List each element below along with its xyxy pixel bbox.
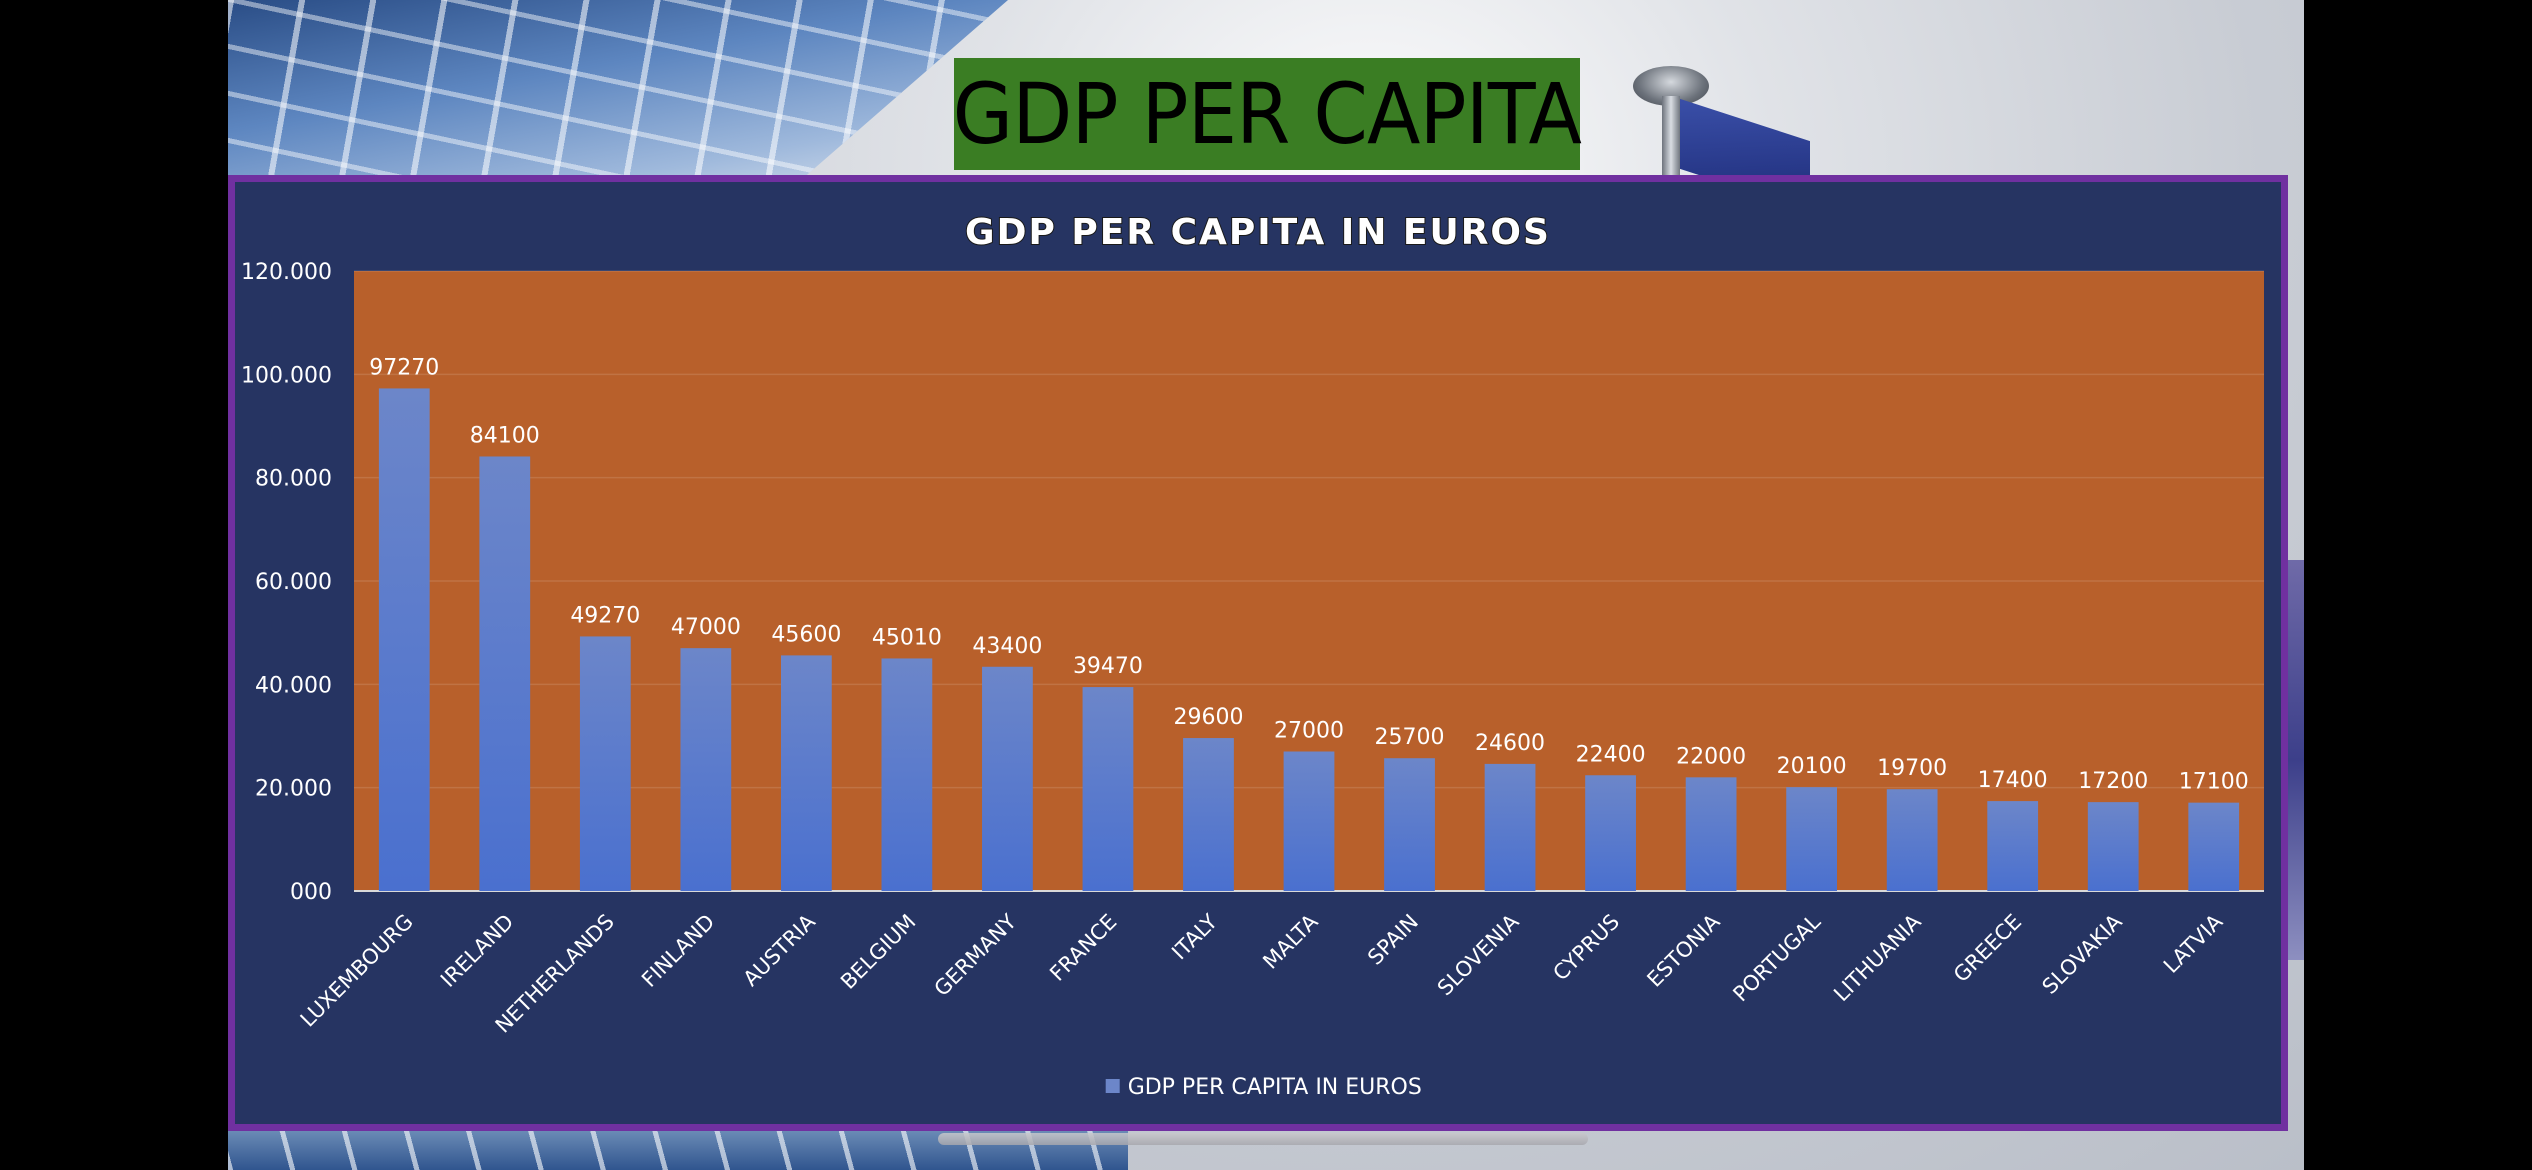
x-tick-label: IRELAND bbox=[436, 910, 518, 992]
x-tick-label: LUXEMBOURG bbox=[296, 910, 418, 1032]
bar bbox=[780, 655, 832, 891]
slide-scrollbar[interactable] bbox=[938, 1133, 1588, 1145]
x-tick-label: FINLAND bbox=[637, 910, 719, 992]
data-label: 45600 bbox=[771, 622, 841, 647]
bar bbox=[378, 388, 430, 891]
slide-title: GDP PER CAPITA bbox=[952, 65, 1582, 163]
legend-label: GDP PER CAPITA IN EUROS bbox=[1128, 1075, 1422, 1100]
data-label: 29600 bbox=[1173, 705, 1243, 730]
x-tick-label: AUSTRIA bbox=[739, 909, 821, 991]
x-tick-label: CYPRUS bbox=[1548, 910, 1624, 986]
data-label: 27000 bbox=[1274, 719, 1344, 744]
x-tick-label: GREECE bbox=[1949, 910, 2026, 987]
bar bbox=[1685, 777, 1737, 891]
data-label: 97270 bbox=[369, 355, 439, 380]
x-tick-label: LITHUANIA bbox=[1829, 909, 1926, 1006]
data-label: 17400 bbox=[1978, 768, 2048, 793]
bar bbox=[881, 658, 933, 891]
bar bbox=[2087, 802, 2139, 891]
data-label: 17200 bbox=[2078, 769, 2148, 794]
data-label: 22400 bbox=[1576, 742, 1646, 767]
data-label: 22000 bbox=[1676, 744, 1746, 769]
slide-title-box: GDP PER CAPITA bbox=[952, 58, 1582, 170]
bar bbox=[982, 666, 1033, 891]
data-label: 49270 bbox=[570, 603, 640, 628]
data-label: 84100 bbox=[470, 423, 540, 448]
y-tick-label: 000 bbox=[290, 880, 332, 905]
x-tick-label: SLOVENIA bbox=[1433, 909, 1524, 1000]
data-label: 39470 bbox=[1073, 654, 1143, 679]
x-tick-label: ITALY bbox=[1167, 909, 1222, 964]
bar bbox=[1585, 775, 1636, 891]
x-tick-label: SLOVAKIA bbox=[2038, 909, 2128, 999]
data-label: 45010 bbox=[872, 625, 942, 650]
data-label: 43400 bbox=[972, 634, 1042, 659]
data-label: 19700 bbox=[1877, 756, 1947, 781]
data-label: 17100 bbox=[2179, 770, 2249, 795]
y-tick-label: 120.000 bbox=[241, 260, 332, 285]
bar bbox=[579, 636, 631, 891]
x-tick-label: MALTA bbox=[1258, 909, 1323, 974]
y-tick-label: 20.000 bbox=[255, 777, 332, 802]
bar bbox=[1987, 801, 2039, 891]
x-tick-label: ESTONIA bbox=[1642, 909, 1725, 992]
bar bbox=[1183, 738, 1234, 891]
x-tick-label: GERMANY bbox=[930, 909, 1021, 1000]
gridlines bbox=[354, 270, 2264, 892]
y-tick-label: 60.000 bbox=[255, 570, 332, 595]
bar bbox=[1283, 751, 1335, 891]
data-label: 20100 bbox=[1777, 754, 1847, 779]
x-tick-label: BELGIUM bbox=[836, 910, 920, 994]
y-axis: 000 20.000 40.000 60.000 80.000 100.000 120.00… bbox=[241, 260, 332, 905]
building-photo-top bbox=[228, 0, 1008, 190]
bar bbox=[1484, 763, 1536, 891]
x-tick-label: LATVIA bbox=[2159, 909, 2228, 978]
x-tick-label: FRANCE bbox=[1045, 910, 1121, 986]
bar bbox=[1082, 687, 1134, 891]
bar bbox=[2188, 802, 2240, 891]
bar bbox=[1384, 758, 1435, 891]
x-tick-label: PORTUGAL bbox=[1728, 909, 1825, 1006]
data-label: 47000 bbox=[671, 615, 741, 640]
bar-chart: GDP PER CAPITA IN EUROS 97270 84100 49270 4… bbox=[241, 211, 2264, 1100]
x-tick-label: SPAIN bbox=[1363, 910, 1423, 970]
y-tick-label: 80.000 bbox=[255, 467, 332, 492]
bar bbox=[479, 456, 531, 891]
legend-swatch-icon bbox=[1105, 1079, 1120, 1093]
data-label: 24600 bbox=[1475, 731, 1545, 756]
bar bbox=[1786, 787, 1838, 891]
data-labels: 97270 84100 49270 47000 45600 45010 43400 39470… bbox=[369, 355, 2248, 794]
bar bbox=[680, 648, 732, 891]
bars bbox=[378, 388, 2240, 891]
chart-title: GDP PER CAPITA IN EUROS bbox=[965, 212, 1551, 253]
bar bbox=[1886, 789, 1938, 891]
chart-panel: GDP PER CAPITA IN EUROS 97270 84100 49270 4… bbox=[228, 175, 2288, 1131]
data-label: 25700 bbox=[1375, 725, 1445, 750]
legend: GDP PER CAPITA IN EUROS bbox=[1105, 1075, 1422, 1100]
y-tick-label: 100.000 bbox=[241, 363, 332, 388]
slide-background: GDP PER CAPITA GDP PER CAPITA IN EUROS 9… bbox=[228, 0, 2304, 1170]
y-tick-label: 40.000 bbox=[255, 673, 332, 698]
